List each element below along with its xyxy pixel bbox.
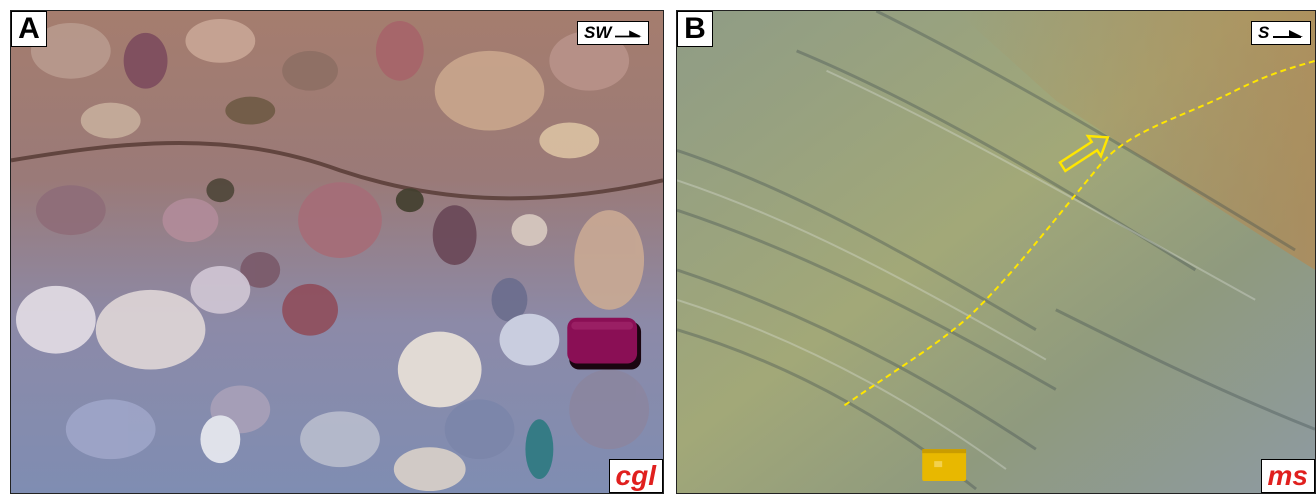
scale-field-book xyxy=(922,449,967,482)
panel-letter-a: A xyxy=(11,11,47,47)
panel-a: A SW cgl xyxy=(10,10,664,494)
conglomerate-photo xyxy=(11,11,663,493)
unit-label-b: ms xyxy=(1260,459,1315,493)
arrow-right-icon xyxy=(615,30,642,38)
direction-label-b: S xyxy=(1258,23,1270,42)
sense-arrow-icon xyxy=(1058,134,1110,173)
direction-indicator-a: SW xyxy=(577,21,649,45)
unit-label-a: cgl xyxy=(608,459,663,493)
schist-photo xyxy=(677,11,1315,493)
direction-indicator-b: S xyxy=(1251,21,1311,45)
scale-case xyxy=(567,317,642,370)
panel-letter-b: B xyxy=(677,11,713,47)
shear-trace-line xyxy=(843,59,1315,407)
direction-label-a: SW xyxy=(584,23,612,42)
arrow-right-icon xyxy=(1273,30,1304,38)
panel-b: B S ms xyxy=(676,10,1316,494)
